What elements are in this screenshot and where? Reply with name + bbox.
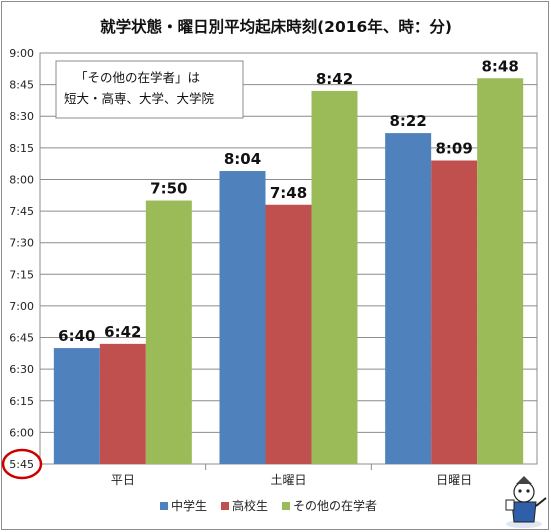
mascot-body [511, 501, 537, 523]
y-axis-ticks: 9:00 8:45 8:30 8:15 8:00 7:45 7:30 7:15 7:00 6:45… [9, 47, 34, 471]
mascot-eye-left [518, 489, 522, 493]
bar [145, 200, 192, 465]
mascot-image [505, 476, 547, 528]
axis-break-circle [1, 448, 43, 480]
bar [53, 348, 100, 464]
data-label: 8:04 [224, 150, 261, 168]
data-label: 6:40 [58, 327, 95, 345]
y-tick-label: 8:00 [9, 173, 34, 186]
category-label: 日曜日 [436, 473, 472, 487]
mascot-hat [516, 476, 532, 484]
chart-title: 就学状態・曜日別平均起床時刻(2016年、時：分) [100, 17, 452, 36]
data-label: 8:48 [482, 57, 519, 75]
legend-label: 高校生 [232, 498, 268, 513]
bar [99, 343, 146, 464]
note-box-border [55, 60, 244, 119]
y-tick-label: 9:00 [9, 47, 34, 60]
y-tick-label: 6:15 [9, 395, 34, 408]
y-tick-label: 8:15 [9, 142, 34, 155]
legend: 中学生 高校生 その他の在学者 [160, 498, 377, 513]
mascot-eye-right [526, 489, 530, 493]
note-box: 「その他の在学者」は 短大・高専、大学、大学院 [55, 60, 244, 119]
y-tick-label: 8:30 [9, 110, 34, 123]
y-tick-label: 8:45 [9, 79, 34, 92]
bar [477, 78, 524, 465]
category-label: 土曜日 [270, 473, 306, 487]
x-axis-categories: 平日 土曜日 日曜日 [111, 464, 472, 487]
mascot-head [513, 481, 535, 503]
y-tick-label: 7:30 [9, 237, 34, 250]
y-tick-label: 7:15 [9, 268, 34, 281]
y-tick-label: 5:45 [9, 458, 34, 471]
data-labels: 6:40 6:42 7:50 8:04 7:48 8:42 8:22 8:09 8:48 [58, 57, 519, 345]
data-label: 7:48 [270, 184, 307, 202]
bar [311, 90, 358, 464]
bars [53, 78, 524, 465]
bar [219, 171, 266, 464]
category-label: 平日 [111, 473, 135, 487]
data-label: 7:50 [150, 180, 187, 198]
legend-label: 中学生 [171, 498, 207, 513]
legend-swatch [221, 502, 229, 510]
y-tick-label: 7:00 [9, 300, 34, 313]
data-label: 8:09 [436, 139, 473, 157]
bar [265, 204, 312, 464]
mascot-paper [505, 499, 515, 511]
bar [385, 133, 432, 465]
note-line-1: 「その他の在学者」は [75, 70, 200, 85]
axis-break-highlight [1, 448, 43, 480]
y-tick-label: 6:00 [9, 426, 34, 439]
y-tick-label: 6:30 [9, 363, 34, 376]
legend-swatch [160, 502, 168, 510]
y-tick-label: 7:45 [9, 205, 34, 218]
legend-swatch [282, 502, 290, 510]
mascot-arm [535, 497, 547, 507]
data-label: 8:22 [390, 112, 427, 130]
data-label: 6:42 [104, 323, 141, 341]
legend-label: その他の在学者 [293, 498, 377, 513]
y-tick-label: 6:45 [9, 332, 34, 345]
note-line-2: 短大・高専、大学、大学院 [64, 91, 215, 106]
bar [431, 160, 478, 464]
data-label: 8:42 [316, 70, 353, 88]
